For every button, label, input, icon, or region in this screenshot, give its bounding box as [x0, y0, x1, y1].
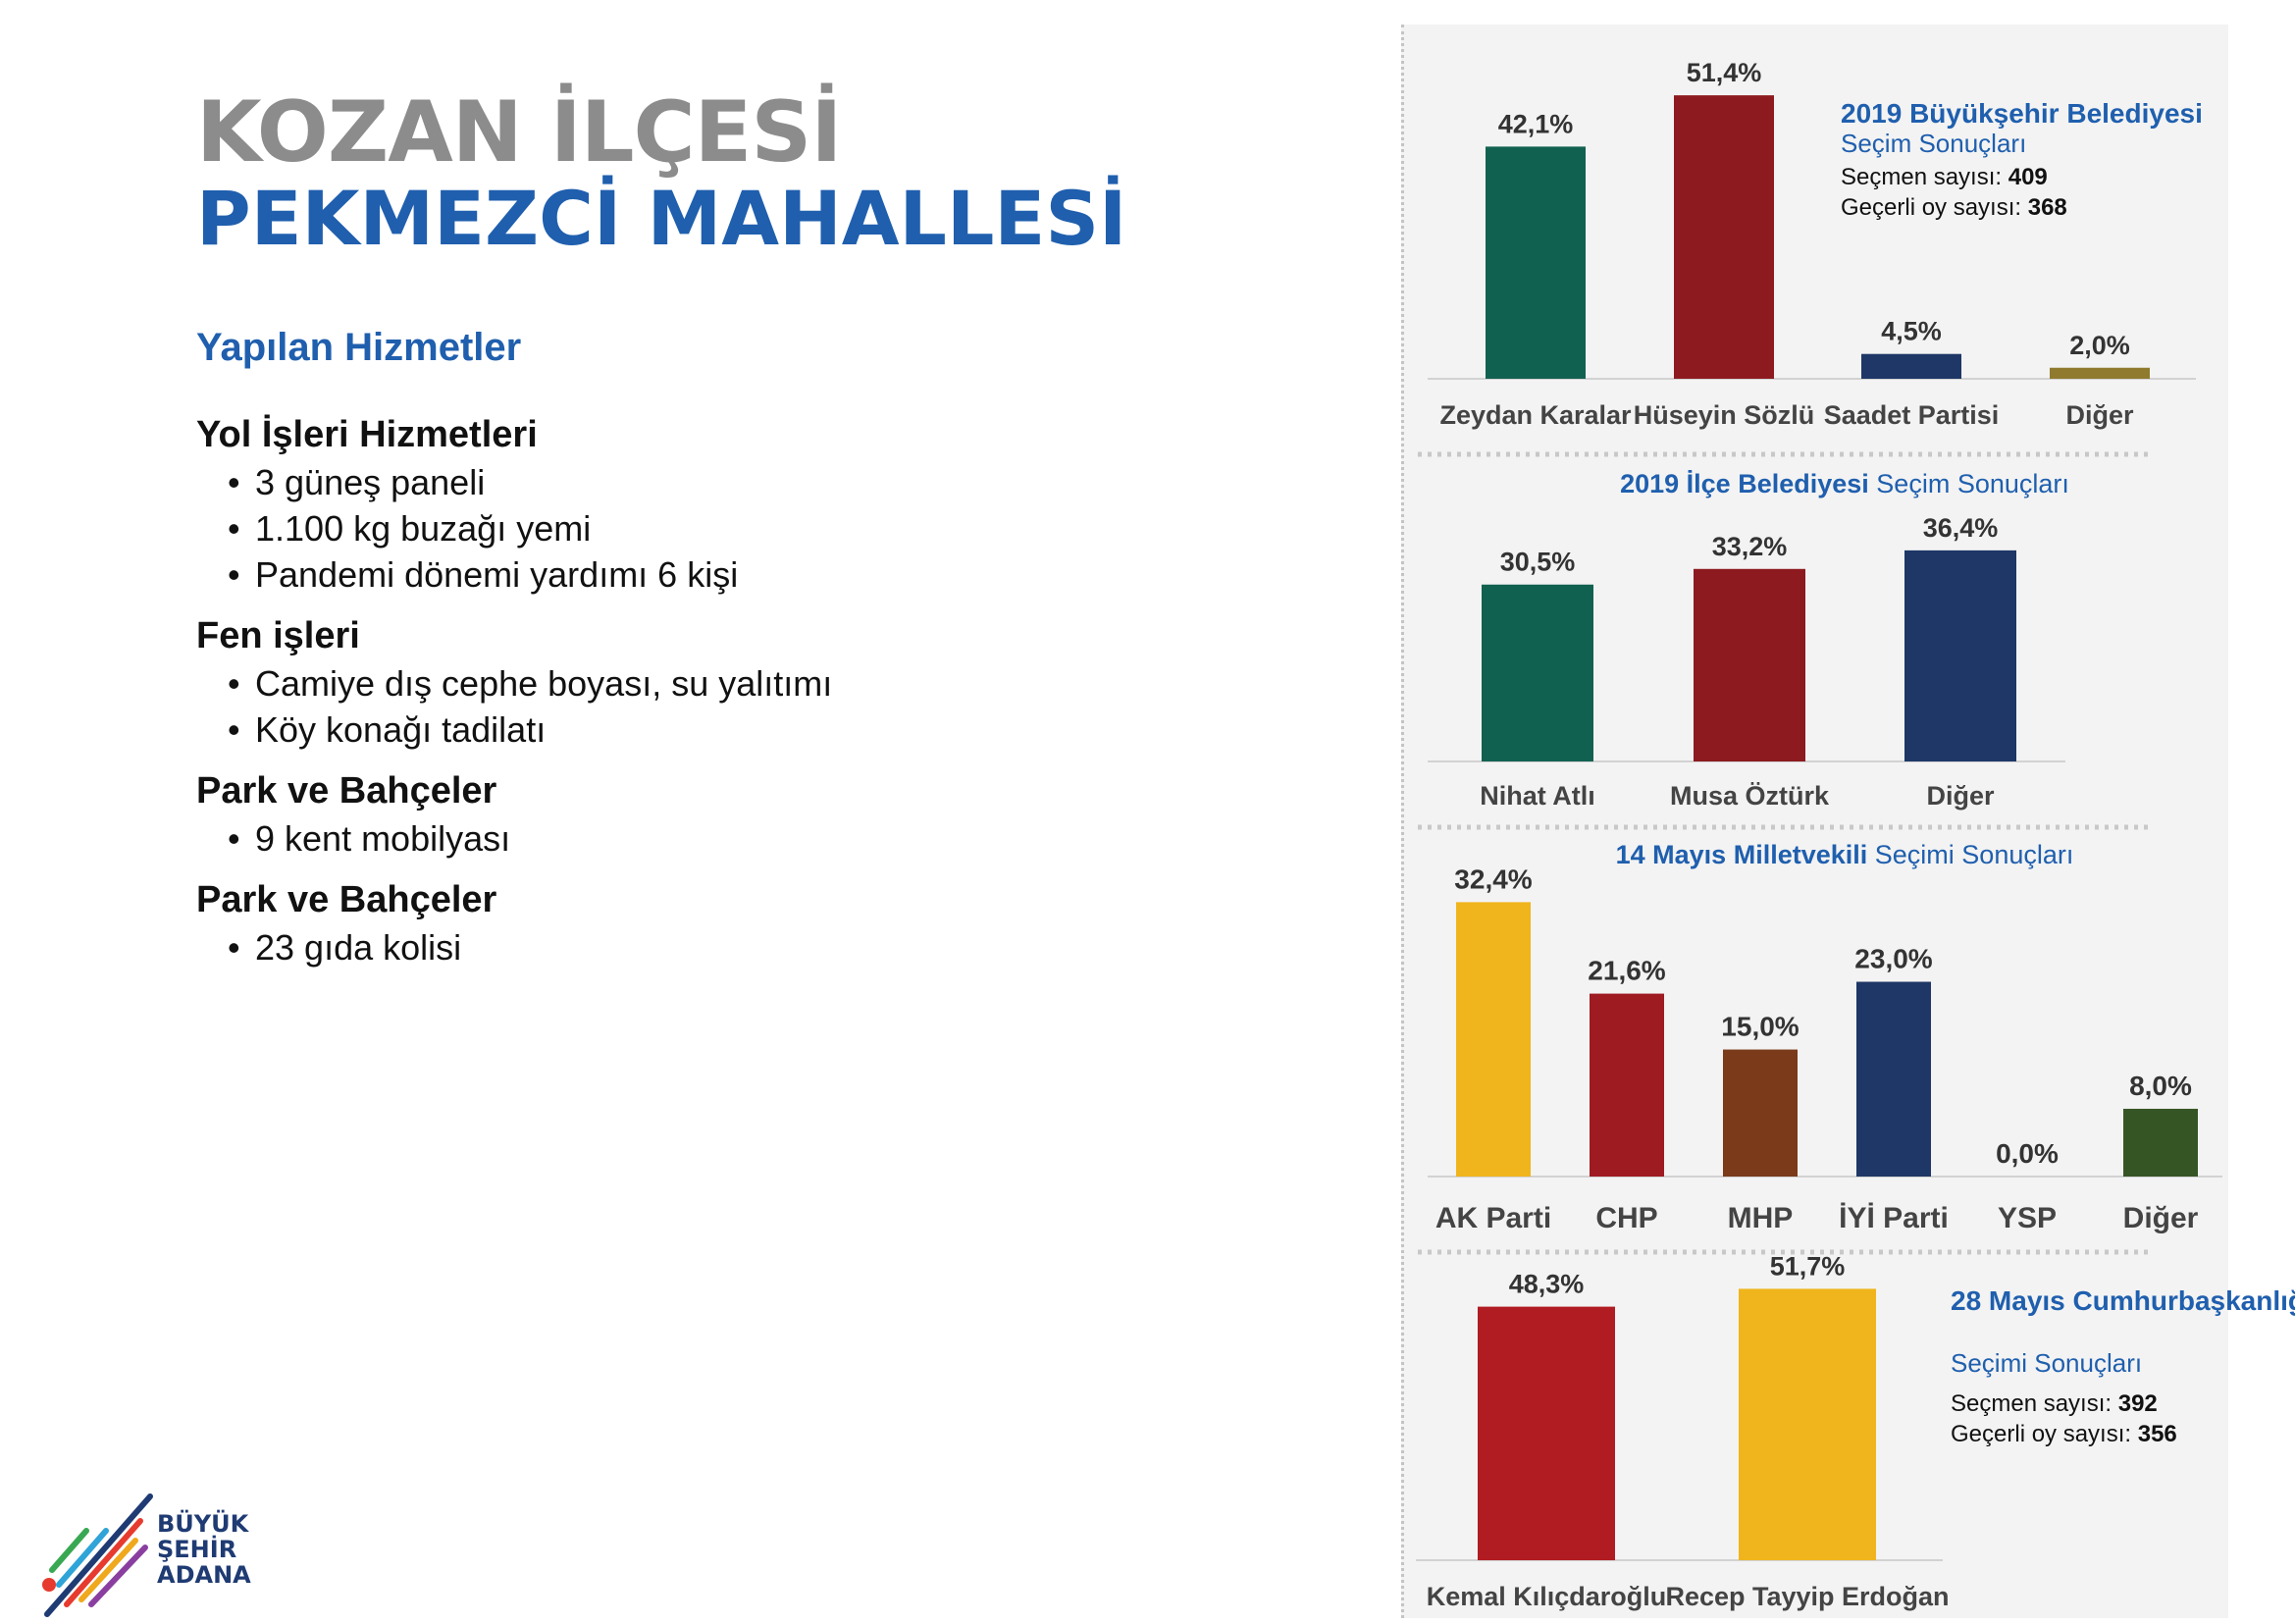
chart3-value-label: 21,6%: [1588, 956, 1665, 986]
chart3-value-label: 32,4%: [1454, 864, 1532, 894]
chart3-category-label: MHP: [1728, 1202, 1794, 1234]
service-group-list: 3 güneş paneli 1.100 kg buzağı yemi Pand…: [196, 459, 1079, 598]
services-title: Yapılan Hizmetler: [196, 326, 522, 369]
chart3-category-label: CHP: [1595, 1202, 1657, 1234]
chart2-value-label: 30,5%: [1500, 548, 1576, 577]
chart4-bar: [1739, 1288, 1876, 1560]
service-item: 9 kent mobilyası: [228, 815, 1079, 862]
chart1-bar: [2050, 367, 2150, 379]
chart3-category-label: İYİ Parti: [1839, 1202, 1949, 1234]
chart2-category-label: Musa Öztürk: [1670, 781, 1830, 811]
service-group-heading: Park ve Bahçeler: [196, 879, 497, 920]
chart1-value-label: 51,4%: [1687, 58, 1762, 87]
service-item: 1.100 kg buzağı yemi: [228, 505, 1079, 551]
chart2-bar: [1904, 550, 2016, 761]
service-item: 23 gıda kolisi: [228, 924, 1079, 970]
service-group-list: Camiye dış cephe boyası, su yalıtımı Köy…: [196, 660, 1079, 753]
service-item: Pandemi dönemi yardımı 6 kişi: [228, 551, 1079, 598]
service-item: Camiye dış cephe boyası, su yalıtımı: [228, 660, 1079, 707]
chart4-title-regular: Seçimi Sonuçları: [1951, 1348, 2142, 1378]
chart1-title-regular: Seçim Sonuçları: [1841, 129, 2026, 158]
chart3-value-label: 23,0%: [1854, 944, 1932, 974]
service-item: Köy konağı tadilatı: [228, 707, 1079, 753]
service-group-list: 23 gıda kolisi: [196, 924, 1079, 970]
adana-logo-icon: [42, 1493, 153, 1617]
chart3-category-label: YSP: [1998, 1202, 2057, 1234]
chart1-value-label: 2,0%: [2069, 331, 2130, 360]
page-title-neighborhood: PEKMEZCİ MAHALLESİ: [196, 175, 1127, 262]
chart3-value-label: 15,0%: [1721, 1012, 1799, 1042]
chart1-bar: [1486, 146, 1586, 379]
chart4-voters: Seçmen sayısı: 392: [1951, 1390, 2158, 1417]
chart3-bar: [1456, 902, 1531, 1177]
chart2-title: 2019 İlçe Belediyesi Seçim Sonuçları: [1620, 469, 2069, 498]
chart3-bar: [1590, 993, 1664, 1177]
service-item: 3 güneş paneli: [228, 459, 1079, 505]
chart1-voters: Seçmen sayısı: 409: [1841, 164, 2048, 190]
chart2-category-label: Diğer: [1926, 781, 1995, 811]
chart3-category-label: AK Parti: [1435, 1202, 1551, 1234]
chart4-category-label: Recep Tayyip Erdoğan: [1665, 1582, 1949, 1611]
chart1-title-bold: 2019 Büyükşehir Belediyesi: [1841, 98, 2203, 129]
chart2-category-label: Nihat Atlı: [1480, 781, 1595, 811]
chart3-category-label: Diğer: [2123, 1202, 2199, 1234]
page-title-district: KOZAN İLÇESİ: [196, 83, 842, 182]
chart4-value-label: 48,3%: [1509, 1270, 1585, 1299]
adana-logo-text: BÜYÜK ŞEHİR ADANA: [157, 1510, 251, 1589]
chart1-bar: [1674, 95, 1774, 379]
service-group-heading: Fen işleri: [196, 615, 360, 656]
chart1-value-label: 42,1%: [1498, 109, 1574, 138]
chart4-value-label: 51,7%: [1770, 1251, 1846, 1281]
chart3-title: 14 Mayıs Milletvekili Seçimi Sonuçları: [1616, 840, 2074, 869]
service-group-heading: Yol İşleri Hizmetleri: [196, 414, 538, 455]
chart4-title-bold: 28 Mayıs Cumhurbaşkanlığı: [1951, 1285, 2295, 1316]
chart3-bar: [1856, 981, 1931, 1177]
chart3-bar: [1723, 1049, 1798, 1177]
chart1-valid-votes: Geçerli oy sayısı: 368: [1841, 194, 2067, 221]
chart1-bar: [1861, 353, 1961, 379]
chart1-category-label: Saadet Partisi: [1824, 400, 2000, 430]
chart4-bar: [1478, 1306, 1615, 1560]
chart3-value-label: 0,0%: [1996, 1138, 2059, 1169]
chart1-value-label: 4,5%: [1881, 317, 1942, 346]
chart3-value-label: 8,0%: [2129, 1071, 2192, 1101]
chart2-bar: [1482, 584, 1593, 761]
bar-marks: 42,1% Zeydan Karalar 51,4% Hüseyin Sözlü 4,5…: [1416, 58, 2222, 1611]
service-group-list: 9 kent mobilyası: [196, 815, 1079, 862]
chart4-valid-votes: Geçerli oy sayısı: 356: [1951, 1421, 2177, 1447]
chart1-category-label: Zeydan Karalar: [1439, 400, 1632, 430]
chart2-value-label: 33,2%: [1712, 532, 1788, 561]
service-group-heading: Park ve Bahçeler: [196, 770, 497, 812]
chart2-value-label: 36,4%: [1923, 513, 1999, 543]
chart3-bar: [2123, 1108, 2198, 1177]
chart2-bar: [1694, 568, 1805, 761]
chart1-category-label: Diğer: [2065, 400, 2134, 430]
chart4-category-label: Kemal Kılıçdaroğlu: [1427, 1582, 1667, 1611]
services-list: Yol İşleri Hizmetleri 3 güneş paneli 1.1…: [196, 410, 1079, 984]
chart1-category-label: Hüseyin Sözlü: [1634, 400, 1815, 430]
